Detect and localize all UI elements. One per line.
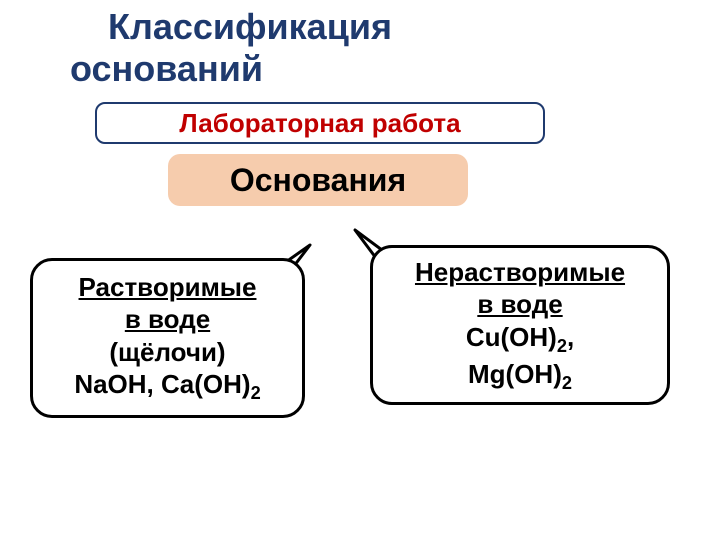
soluble-line3: (щёлочи) (109, 336, 225, 369)
soluble-line4: NaOH, Ca(OH)2 (74, 368, 260, 405)
soluble-bases-node: Растворимые в воде (щёлочи) NaOH, Ca(OH)… (30, 258, 305, 418)
insoluble-line3: Cu(OH)2, (466, 321, 574, 358)
insoluble-line2: в воде (477, 288, 562, 321)
slide-title-line1: Классификация (108, 6, 392, 47)
lab-work-label: Лабораторная работа (95, 102, 545, 144)
soluble-line1: Растворимые (79, 271, 257, 304)
root-node-bases: Основания (168, 154, 468, 206)
soluble-line2: в воде (125, 303, 210, 336)
insoluble-line1: Нерастворимые (415, 256, 625, 289)
slide-title-line2: оснований (70, 48, 263, 89)
insoluble-bases-node: Нерастворимые в воде Cu(OH)2, Mg(OH)2 (370, 245, 670, 405)
insoluble-line4: Mg(OH)2 (468, 358, 572, 395)
